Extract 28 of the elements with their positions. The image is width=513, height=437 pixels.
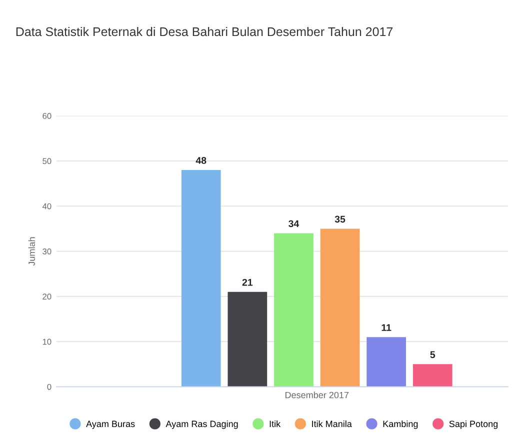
y-axis-title: Jumlah: [28, 237, 35, 266]
legend-label: Kambing: [383, 420, 418, 429]
legend-label: Ayam Buras: [86, 420, 135, 429]
data-label: 11: [382, 324, 392, 331]
bar: [412, 364, 452, 387]
x-tick-label: Desember 2017: [286, 392, 349, 398]
data-label: 5: [430, 351, 436, 358]
y-tick-label: 60: [42, 113, 52, 119]
bar: [366, 337, 406, 387]
legend-label: Itik Manila: [312, 420, 352, 428]
data-label: 35: [334, 216, 346, 223]
y-tick-label: 50: [42, 158, 52, 164]
y-tick-label: 20: [42, 294, 52, 300]
legend-label: Sapi Potong: [449, 420, 498, 429]
y-tick-label: 40: [42, 203, 52, 210]
bar: [274, 233, 314, 387]
data-label: 48: [196, 157, 206, 164]
y-tick-label: 10: [42, 338, 52, 345]
bar: [228, 292, 268, 387]
legend-label: Itik: [270, 420, 281, 428]
y-tick-label: 30: [42, 248, 52, 254]
legend-label: Ayam Ras Daging: [166, 420, 238, 429]
bar: [181, 170, 221, 387]
chart-title: Data Statistik Peternak di Desa Bahari Bulan Desember Tahun 2017: [16, 26, 393, 36]
y-tick-label: 0: [47, 384, 52, 390]
data-label: 21: [242, 278, 253, 286]
bar: [320, 228, 360, 387]
data-label: 34: [288, 220, 300, 228]
